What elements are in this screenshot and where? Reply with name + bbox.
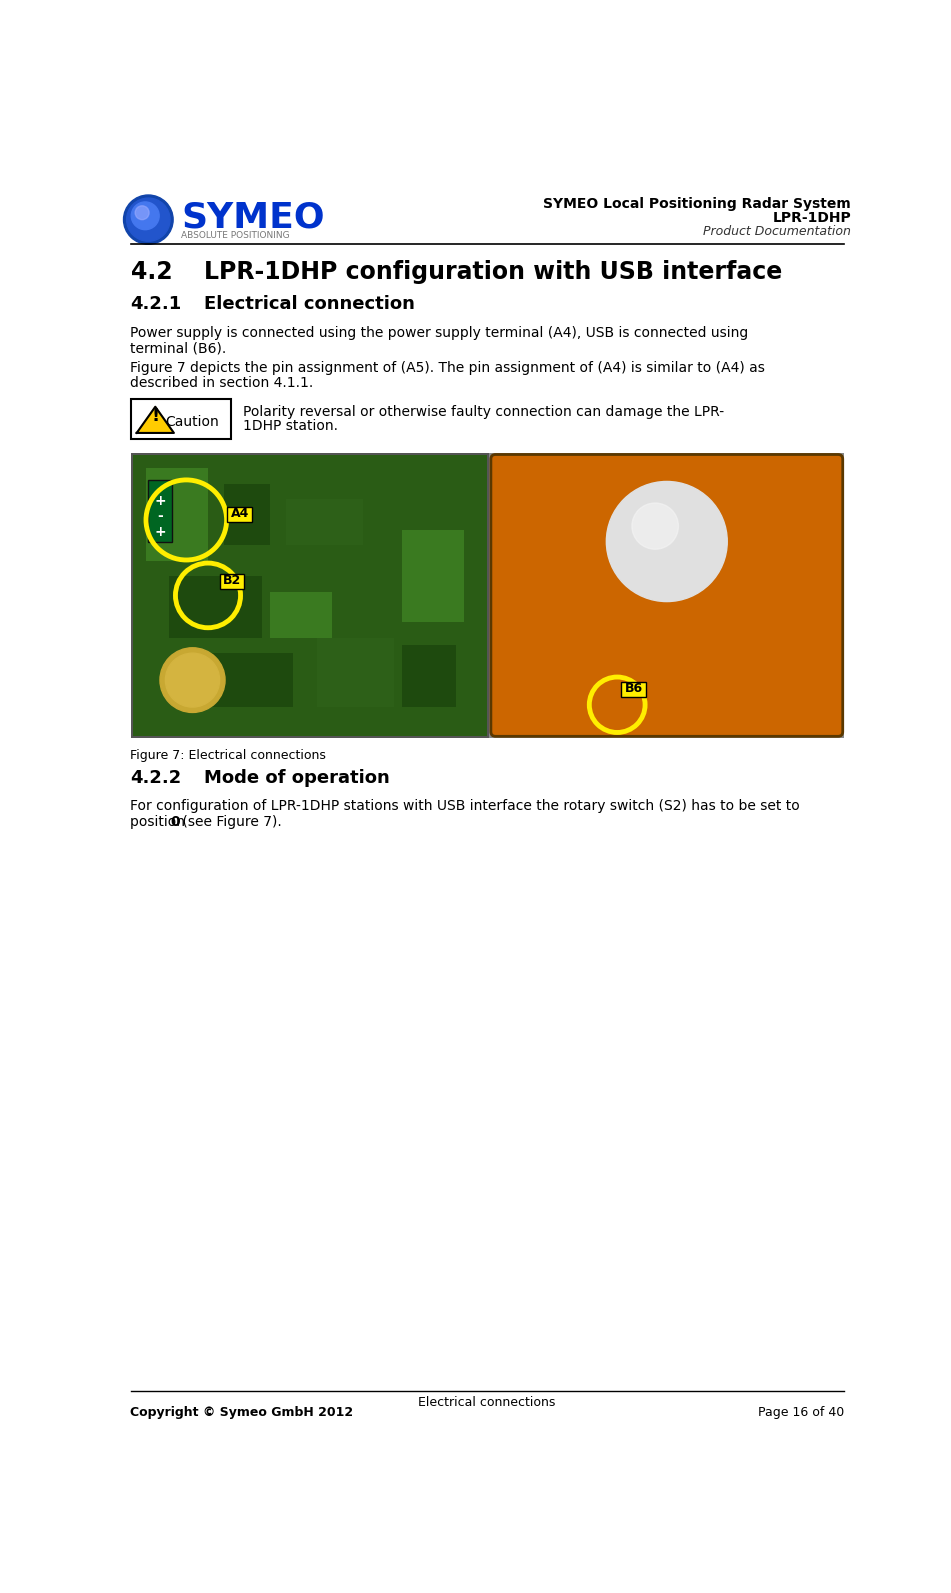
Circle shape xyxy=(165,653,220,707)
Text: +: + xyxy=(154,524,165,538)
Text: 1DHP station.: 1DHP station. xyxy=(243,419,338,433)
FancyBboxPatch shape xyxy=(270,591,332,637)
FancyBboxPatch shape xyxy=(491,454,843,736)
Circle shape xyxy=(126,198,170,241)
Circle shape xyxy=(160,648,225,712)
Text: 0: 0 xyxy=(171,816,181,828)
Text: Mode of operation: Mode of operation xyxy=(204,769,390,787)
FancyBboxPatch shape xyxy=(621,682,646,698)
Polygon shape xyxy=(137,406,174,433)
FancyBboxPatch shape xyxy=(223,484,270,545)
Circle shape xyxy=(631,503,678,550)
Text: ABSOLUTE POSITIONING: ABSOLUTE POSITIONING xyxy=(181,231,289,241)
Text: LPR-1DHP configuration with USB interface: LPR-1DHP configuration with USB interfac… xyxy=(204,261,783,285)
Circle shape xyxy=(607,481,728,602)
Circle shape xyxy=(124,194,173,244)
Circle shape xyxy=(131,202,159,229)
Text: 4.2.2: 4.2.2 xyxy=(130,769,182,787)
Text: (see Figure 7).: (see Figure 7). xyxy=(178,816,281,828)
Text: described in section 4.1.1.: described in section 4.1.1. xyxy=(130,376,314,390)
Circle shape xyxy=(135,205,149,220)
Text: Page 16 of 40: Page 16 of 40 xyxy=(758,1407,844,1419)
FancyBboxPatch shape xyxy=(220,573,244,589)
FancyBboxPatch shape xyxy=(169,577,262,637)
FancyBboxPatch shape xyxy=(490,452,844,738)
Text: Figure 7: Electrical connections: Figure 7: Electrical connections xyxy=(130,749,326,763)
Text: B2: B2 xyxy=(223,573,242,586)
FancyBboxPatch shape xyxy=(130,452,490,738)
Text: position: position xyxy=(130,816,190,828)
Text: Electrical connection: Electrical connection xyxy=(204,295,415,314)
FancyBboxPatch shape xyxy=(177,653,293,707)
FancyBboxPatch shape xyxy=(317,637,394,707)
Text: A4: A4 xyxy=(230,507,249,519)
Text: Polarity reversal or otherwise faulty connection can damage the LPR-: Polarity reversal or otherwise faulty co… xyxy=(243,405,724,419)
FancyBboxPatch shape xyxy=(146,468,208,561)
Text: Power supply is connected using the power supply terminal (A4), USB is connected: Power supply is connected using the powe… xyxy=(130,327,748,339)
Text: terminal (B6).: terminal (B6). xyxy=(130,341,226,355)
Text: 4.2: 4.2 xyxy=(130,261,172,285)
Text: -: - xyxy=(157,510,163,523)
Text: Product Documentation: Product Documentation xyxy=(704,225,851,237)
Text: SYMEO: SYMEO xyxy=(181,201,324,234)
Text: For configuration of LPR-1DHP stations with USB interface the rotary switch (S2): For configuration of LPR-1DHP stations w… xyxy=(130,800,800,814)
Text: LPR-1DHP: LPR-1DHP xyxy=(772,212,851,225)
FancyBboxPatch shape xyxy=(285,499,363,545)
FancyBboxPatch shape xyxy=(227,507,252,523)
FancyBboxPatch shape xyxy=(130,400,231,440)
Text: Figure 7 depicts the pin assignment of (A5). The pin assignment of (A4) is simil: Figure 7 depicts the pin assignment of (… xyxy=(130,360,766,374)
Text: +: + xyxy=(154,494,165,508)
Text: SYMEO Local Positioning Radar System: SYMEO Local Positioning Radar System xyxy=(544,198,851,212)
FancyBboxPatch shape xyxy=(147,479,172,542)
Text: !: ! xyxy=(151,408,160,425)
FancyBboxPatch shape xyxy=(401,645,456,707)
Text: 4.2.1: 4.2.1 xyxy=(130,295,182,314)
Text: Electrical connections: Electrical connections xyxy=(418,1395,555,1410)
Text: B6: B6 xyxy=(625,682,643,695)
FancyBboxPatch shape xyxy=(133,456,487,736)
Text: Caution: Caution xyxy=(165,416,220,429)
FancyBboxPatch shape xyxy=(401,530,464,623)
Text: Copyright © Symeo GmbH 2012: Copyright © Symeo GmbH 2012 xyxy=(130,1407,354,1419)
